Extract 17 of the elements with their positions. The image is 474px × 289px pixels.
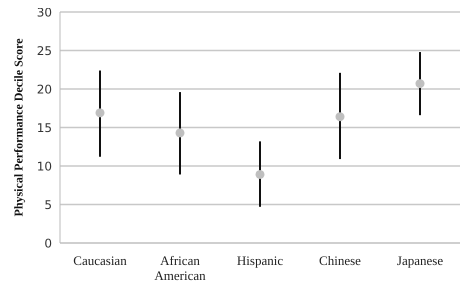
x-tick-label: Chinese [319,253,362,268]
x-tick-label: Hispanic [236,253,284,268]
x-tick-label: Japanese [396,253,444,268]
x-tick-label: Caucasian [73,253,128,268]
y-tick-label: 15 [36,120,52,135]
x-tick-label: African American [154,253,206,283]
y-tick-label: 25 [36,44,52,58]
point [335,112,345,122]
point [175,128,185,138]
y-axis-title: Physical Performance Decile Score [11,38,26,217]
point [95,108,105,118]
y-tick-label: 5 [44,198,52,212]
y-tick-label: 20 [36,82,52,96]
y-tick-label: 10 [36,159,52,174]
y-tick-label: 0 [44,236,52,250]
point [255,170,265,179]
point [415,79,425,88]
